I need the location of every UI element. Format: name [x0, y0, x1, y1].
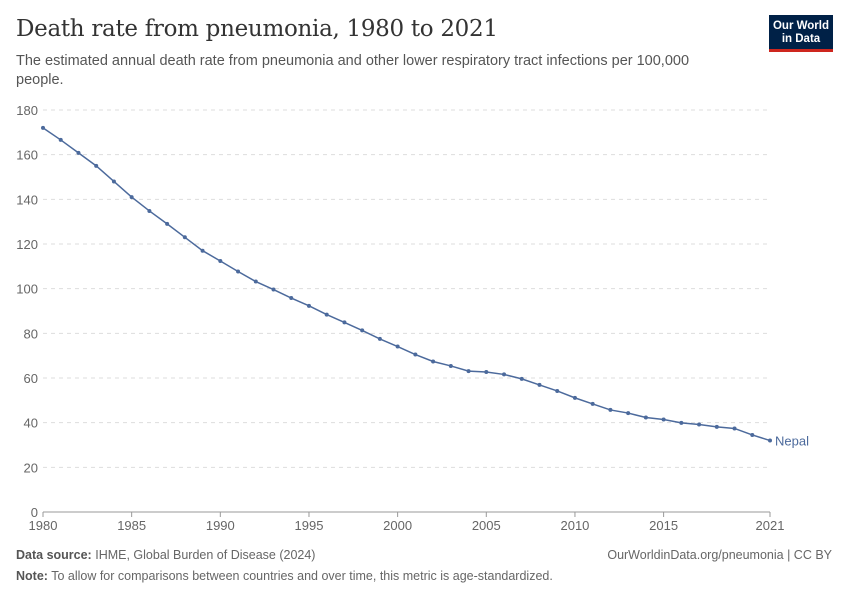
data-point: [431, 359, 436, 364]
data-point: [218, 258, 223, 263]
y-tick-label: 180: [16, 103, 38, 118]
data-point: [271, 287, 276, 292]
series-line-nepal: [42, 127, 771, 442]
x-tick-label: 2021: [756, 518, 785, 533]
data-point: [537, 382, 542, 387]
y-tick-label: 120: [16, 237, 38, 252]
data-point: [306, 303, 311, 308]
data-point: [768, 438, 772, 443]
source-link[interactable]: OurWorldinData.org/pneumonia | CC BY: [607, 548, 832, 562]
x-tick-label: 2010: [560, 518, 589, 533]
data-point: [94, 163, 99, 168]
chart-title: Death rate from pneumonia, 1980 to 2021: [16, 16, 498, 42]
data-point: [147, 208, 152, 213]
y-tick-label: 60: [24, 371, 38, 386]
data-point: [519, 376, 524, 381]
x-tick-label: 2015: [649, 518, 678, 533]
data-point: [679, 420, 684, 425]
x-tick-label: 2000: [383, 518, 412, 533]
data-point: [395, 344, 400, 349]
data-point: [253, 279, 258, 284]
x-tick-label: 1995: [295, 518, 324, 533]
x-tick-label: 1980: [29, 518, 58, 533]
data-point: [714, 424, 719, 429]
data-point: [377, 336, 382, 341]
x-tick-label: 1990: [206, 518, 235, 533]
x-tick-label: 1985: [117, 518, 146, 533]
chart-subtitle: The estimated annual death rate from pne…: [16, 53, 690, 88]
data-point: [58, 137, 63, 142]
data-point: [342, 320, 347, 325]
data-point: [555, 388, 560, 393]
data-point: [289, 296, 294, 301]
data-point: [750, 432, 755, 437]
y-tick-label: 80: [24, 326, 38, 341]
owid-logo[interactable]: Our World in Data: [769, 15, 833, 52]
series-label: Nepal: [775, 434, 809, 449]
data-point: [590, 401, 595, 406]
data-point: [661, 417, 666, 422]
data-point: [466, 369, 471, 374]
data-point: [732, 426, 737, 431]
data-point: [129, 195, 134, 200]
data-point: [360, 328, 365, 333]
data-point: [626, 411, 631, 416]
data-point: [697, 422, 702, 427]
data-source: Data source: IHME, Global Burden of Dise…: [16, 548, 315, 562]
y-tick-label: 160: [16, 148, 38, 163]
data-point: [41, 125, 45, 130]
y-tick-label: 20: [24, 460, 38, 475]
y-tick-label: 0: [31, 505, 38, 520]
data-point: [413, 352, 418, 357]
data-point: [572, 395, 577, 400]
y-tick-label: 100: [16, 282, 38, 297]
data-point: [324, 312, 329, 317]
note-label: Note:: [16, 569, 48, 583]
data-point: [182, 235, 187, 240]
data-point: [111, 179, 116, 184]
data-point: [643, 415, 648, 420]
y-tick-label: 40: [24, 416, 38, 431]
source-label: Data source:: [16, 548, 92, 562]
note: Note: To allow for comparisons between c…: [16, 569, 553, 583]
data-point: [502, 372, 507, 377]
data-point: [165, 221, 170, 226]
data-point: [484, 369, 489, 374]
data-point: [76, 150, 81, 155]
data-point: [236, 269, 241, 274]
note-text: To allow for comparisons between countri…: [51, 569, 553, 583]
y-tick-label: 140: [16, 192, 38, 207]
data-point: [448, 363, 453, 368]
data-point: [608, 407, 613, 412]
data-point: [200, 248, 205, 253]
source-text: IHME, Global Burden of Disease (2024): [95, 548, 316, 562]
x-tick-label: 2005: [472, 518, 501, 533]
